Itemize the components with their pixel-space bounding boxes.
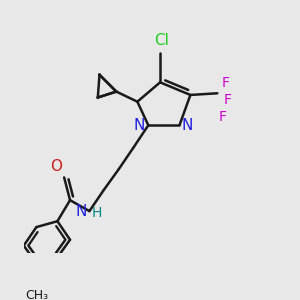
Text: N: N [182, 118, 194, 133]
Circle shape [142, 119, 154, 131]
Circle shape [58, 172, 70, 183]
Text: N: N [76, 204, 87, 219]
Text: N: N [134, 118, 145, 133]
Text: F: F [219, 110, 227, 124]
Circle shape [174, 119, 185, 131]
Text: F: F [221, 76, 230, 90]
Text: Cl: Cl [154, 33, 169, 48]
Text: CH₃: CH₃ [25, 290, 48, 300]
Text: H: H [92, 206, 102, 220]
Text: O: O [50, 159, 62, 174]
Text: F: F [224, 93, 232, 107]
Circle shape [83, 205, 95, 217]
